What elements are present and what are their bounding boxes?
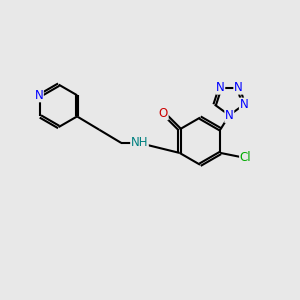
Text: N: N xyxy=(234,81,243,94)
Text: NH: NH xyxy=(131,136,148,149)
Text: N: N xyxy=(239,98,248,111)
Text: N: N xyxy=(34,89,43,102)
Text: N: N xyxy=(225,109,234,122)
Text: Cl: Cl xyxy=(240,151,251,164)
Text: N: N xyxy=(216,81,225,94)
Text: O: O xyxy=(159,107,168,120)
